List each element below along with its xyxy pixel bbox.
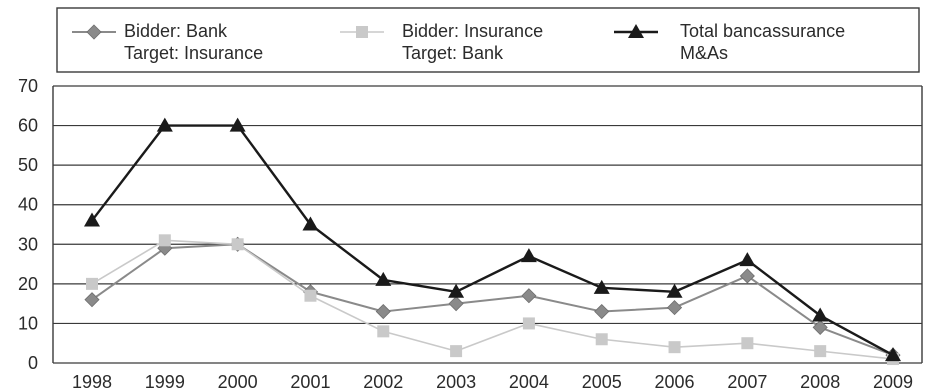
series-line: [91, 239, 894, 360]
x-tick-label: 2006: [655, 372, 695, 392]
data-point: [520, 248, 537, 263]
data-point: [448, 283, 465, 298]
data-point: [229, 117, 246, 132]
x-tick-label: 2001: [290, 372, 330, 392]
y-tick-label: 10: [18, 313, 38, 333]
y-tick-label: 70: [18, 76, 38, 96]
data-point: [86, 277, 98, 290]
y-axis-tick-labels: 0 10 20 30 40 50 60 70: [18, 76, 38, 373]
series-3: [84, 117, 901, 362]
series-1: [84, 236, 901, 363]
data-point: [304, 289, 317, 302]
data-point: [594, 303, 610, 320]
x-tick-label: 2002: [363, 372, 403, 392]
y-tick-label: 0: [28, 353, 38, 373]
y-tick-label: 50: [18, 155, 38, 175]
data-point: [666, 300, 683, 316]
y-tick-label: 60: [18, 116, 38, 136]
data-point: [448, 296, 464, 312]
x-tick-label: 2004: [509, 372, 549, 392]
x-tick-label: 1998: [72, 372, 112, 392]
data-point: [84, 292, 100, 308]
legend-marker: [86, 24, 102, 40]
data-point: [814, 345, 827, 358]
data-point: [741, 337, 754, 350]
legend-marker: [356, 26, 368, 38]
data-point: [739, 252, 756, 267]
data-point: [375, 271, 392, 286]
data-point: [450, 345, 463, 358]
x-tick-label: 2003: [436, 372, 476, 392]
series-line: [91, 243, 894, 357]
legend-label: Bidder: Bank: [124, 21, 228, 41]
legend-box: [56, 7, 920, 73]
data-point: [158, 234, 171, 247]
x-tick-label: 1999: [145, 372, 185, 392]
data-point: [885, 347, 901, 362]
x-axis-tick-labels: 1998 1999 2000 2001 2002 2003 2004 2005 2006 2007…: [72, 372, 913, 392]
data-point: [812, 307, 829, 322]
x-tick-label: 2009: [873, 372, 913, 392]
data-point: [302, 216, 319, 231]
data-point: [739, 268, 755, 284]
series-lines: [84, 117, 901, 366]
data-point: [84, 212, 100, 227]
axes: [52, 86, 923, 363]
data-point: [231, 238, 244, 251]
series-line: [91, 124, 894, 357]
legend-label: Target: Bank: [402, 43, 504, 63]
data-point: [666, 283, 683, 298]
legend-label: Target: Insurance: [124, 43, 263, 63]
data-point: [521, 288, 537, 304]
data-point: [668, 341, 681, 354]
gridlines: [53, 85, 922, 364]
legend-marker: [628, 24, 644, 38]
legend-label: M&As: [680, 43, 728, 63]
x-tick-label: 2005: [582, 372, 622, 392]
x-tick-label: 2000: [218, 372, 258, 392]
data-point: [377, 325, 390, 338]
data-point: [595, 333, 608, 346]
x-tick-label: 2007: [727, 372, 767, 392]
y-tick-label: 20: [18, 274, 38, 294]
y-tick-label: 40: [18, 195, 38, 215]
data-point: [375, 303, 391, 320]
x-tick-label: 2008: [800, 372, 840, 392]
data-point: [812, 319, 828, 335]
legend-label: Bidder: Insurance: [402, 21, 543, 41]
y-tick-label: 30: [18, 234, 38, 254]
data-point: [593, 279, 610, 294]
legend-label: Total bancassurance: [680, 21, 845, 41]
data-point: [522, 317, 535, 330]
data-point: [156, 117, 173, 132]
